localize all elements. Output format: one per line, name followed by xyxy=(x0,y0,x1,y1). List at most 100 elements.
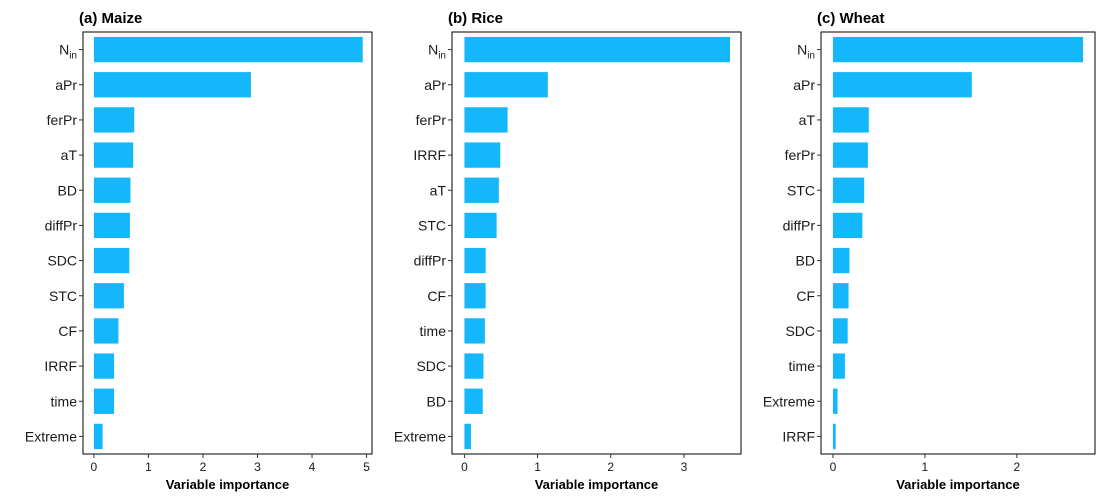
x-axis-title: Variable importance xyxy=(166,477,290,492)
bar-at xyxy=(464,177,499,203)
bar-extreme xyxy=(832,388,838,414)
bar-stc xyxy=(832,177,865,203)
y-tick-label: aPr xyxy=(793,77,815,93)
x-tick-label: 5 xyxy=(363,460,370,474)
bar-apr xyxy=(464,72,548,98)
y-tick-label-subscript: in xyxy=(438,51,446,62)
panel-title: (b) Rice xyxy=(448,10,503,27)
x-tick-label: 2 xyxy=(607,460,614,474)
y-tick-label: aPr xyxy=(424,77,446,93)
y-tick-label: STC xyxy=(49,288,77,304)
bar-extreme xyxy=(464,423,472,450)
y-tick-label: Extreme xyxy=(25,428,77,444)
y-tick-label: time xyxy=(420,323,447,339)
y-tick-label: diffPr xyxy=(45,217,78,233)
y-tick-label: ferPr xyxy=(416,112,447,128)
y-tick-label: CF xyxy=(58,323,77,339)
bar-irrf xyxy=(832,423,836,450)
bar-apr xyxy=(832,72,972,98)
y-tick-label: IRRF xyxy=(413,147,446,163)
y-tick-label: aT xyxy=(430,182,447,198)
bar-diffpr xyxy=(832,212,863,239)
x-tick-label: 1 xyxy=(922,460,929,474)
x-tick-label: 1 xyxy=(145,460,152,474)
y-tick-label: diffPr xyxy=(414,253,447,269)
y-tick-label: STC xyxy=(787,182,815,198)
bar-bd xyxy=(464,388,483,414)
y-tick-label: SDC xyxy=(416,358,446,374)
panel-title: (c) Wheat xyxy=(817,10,885,27)
y-tick-label: time xyxy=(51,393,78,409)
y-tick-label-main: N xyxy=(797,42,807,58)
x-tick-label: 4 xyxy=(309,460,316,474)
bar-at xyxy=(832,107,869,133)
bar-nin xyxy=(464,36,731,63)
y-tick-label: Nin xyxy=(59,42,77,62)
y-tick-label: Extreme xyxy=(394,428,446,444)
plot-frame xyxy=(820,31,1096,455)
x-axis-title: Variable importance xyxy=(896,477,1020,492)
y-tick-label: BD xyxy=(796,253,815,269)
bar-cf xyxy=(93,318,119,344)
y-tick-label: diffPr xyxy=(783,217,816,233)
y-tick-label: aT xyxy=(799,112,816,128)
bar-cf xyxy=(832,283,849,309)
bar-apr xyxy=(93,72,251,98)
x-tick-label: 0 xyxy=(461,460,468,474)
bar-bd xyxy=(832,247,850,274)
y-tick-label: SDC xyxy=(785,323,815,339)
bar-diffpr xyxy=(464,247,486,274)
y-tick-label: Nin xyxy=(428,42,446,62)
bar-at xyxy=(93,142,134,168)
x-tick-label: 3 xyxy=(681,460,688,474)
y-tick-label-main: N xyxy=(428,42,438,58)
bar-irrf xyxy=(464,142,501,168)
x-tick-label: 0 xyxy=(830,460,837,474)
bar-extreme xyxy=(93,423,103,450)
bar-sdc xyxy=(464,353,484,379)
bar-time xyxy=(464,318,485,344)
bar-sdc xyxy=(93,247,130,274)
bar-irrf xyxy=(93,353,115,379)
y-tick-label: Nin xyxy=(797,42,815,62)
y-tick-label: aT xyxy=(61,147,78,163)
bar-nin xyxy=(832,36,1084,63)
y-tick-label: CF xyxy=(427,288,446,304)
bar-stc xyxy=(93,283,124,309)
y-tick-label: BD xyxy=(427,393,446,409)
panel-title: (a) Maize xyxy=(79,10,142,27)
y-tick-label: ferPr xyxy=(47,112,78,128)
x-tick-label: 2 xyxy=(1014,460,1021,474)
x-tick-label: 0 xyxy=(91,460,98,474)
y-tick-label: Extreme xyxy=(763,393,815,409)
x-tick-label: 2 xyxy=(200,460,207,474)
bar-diffpr xyxy=(93,212,130,239)
bar-sdc xyxy=(832,318,848,344)
x-tick-label: 1 xyxy=(534,460,541,474)
plot-frame xyxy=(82,31,373,455)
y-tick-label: IRRF xyxy=(782,428,815,444)
bar-ferpr xyxy=(464,107,508,133)
bar-cf xyxy=(464,283,486,309)
y-tick-label: SDC xyxy=(47,253,77,269)
y-tick-label: aPr xyxy=(55,77,77,93)
plot-frame xyxy=(451,31,742,455)
y-tick-label: ferPr xyxy=(785,147,816,163)
bar-ferpr xyxy=(93,107,135,133)
bar-time xyxy=(832,353,845,379)
y-tick-label-subscript: in xyxy=(69,51,77,62)
y-tick-label: BD xyxy=(58,182,77,198)
bar-stc xyxy=(464,212,497,239)
y-tick-label: CF xyxy=(796,288,815,304)
y-tick-label-main: N xyxy=(59,42,69,58)
y-tick-label: IRRF xyxy=(44,358,77,374)
y-tick-label-subscript: in xyxy=(807,51,815,62)
y-tick-label: time xyxy=(789,358,816,374)
x-tick-label: 3 xyxy=(254,460,261,474)
bar-time xyxy=(93,388,115,414)
y-tick-label: STC xyxy=(418,217,446,233)
x-axis-title: Variable importance xyxy=(535,477,659,492)
bar-nin xyxy=(93,36,363,63)
bar-bd xyxy=(93,177,131,203)
